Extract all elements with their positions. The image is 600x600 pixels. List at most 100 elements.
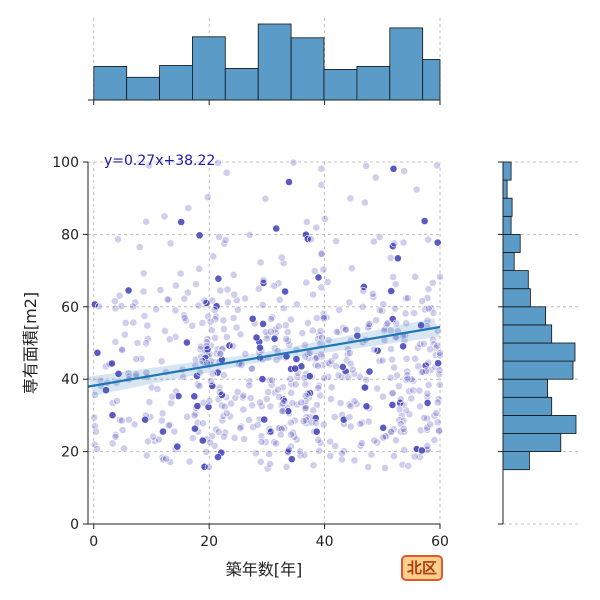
scatter-point (162, 454, 171, 463)
scatter-point (434, 359, 442, 368)
scatter-point (255, 398, 264, 407)
scatter-point (424, 285, 433, 294)
scatter-point (368, 289, 377, 298)
scatter-point (414, 362, 423, 371)
scatter-point (381, 464, 389, 472)
scatter-point (392, 319, 401, 328)
scatter-point (315, 446, 324, 455)
scatter-point (308, 326, 317, 335)
scatter-point (141, 415, 149, 424)
scatter-point (227, 399, 235, 408)
scatter-point (256, 258, 265, 267)
scatter-point (228, 342, 237, 351)
scatter-point (163, 295, 172, 304)
scatter-point (396, 395, 405, 404)
scatter-point (411, 354, 419, 363)
scatter-point (142, 217, 150, 226)
scatter-point (252, 333, 261, 342)
scatter-point (270, 438, 278, 446)
scatter-point (171, 306, 180, 315)
scatter-point (318, 333, 326, 342)
scatter-point (410, 452, 419, 461)
x-tick-label-0: 0 (89, 534, 98, 550)
scatter-point (299, 417, 308, 426)
scatter-point (420, 413, 429, 422)
scatter-point (399, 425, 408, 433)
scatter-point (327, 383, 336, 392)
scatter-point (188, 434, 197, 442)
scatter-point (174, 392, 183, 400)
scatter-point (265, 376, 274, 384)
scatter-point (245, 381, 254, 390)
scatter-point (433, 418, 442, 427)
scatter-point (382, 320, 391, 329)
scatter-point (131, 298, 140, 307)
scatter-point (332, 327, 341, 336)
scatter-point (254, 284, 263, 293)
scatter-point (284, 407, 293, 416)
scatter-point (216, 286, 225, 295)
scatter-point (207, 326, 216, 334)
scatter-point (424, 380, 433, 389)
scatter-point (200, 296, 209, 305)
scatter-point (261, 194, 270, 203)
scatter-point (360, 198, 369, 207)
scatter-point (129, 302, 137, 311)
right-hist-bar-2 (502, 414, 577, 434)
scatter-point (304, 319, 312, 327)
scatter-point (386, 373, 395, 382)
scatter-point (339, 415, 348, 424)
scatter-point (281, 287, 289, 296)
scatter-point (307, 418, 316, 427)
scatter-point (389, 273, 397, 281)
scatter-point (258, 375, 267, 383)
scatter-point (403, 374, 412, 383)
scatter-point (210, 306, 219, 314)
scatter-point (365, 367, 374, 376)
scatter-point (316, 391, 325, 400)
scatter-point (435, 348, 444, 357)
scatter-point (379, 392, 387, 401)
scatter-point (275, 295, 284, 304)
scatter-point (310, 267, 319, 275)
scatter-point (132, 355, 140, 363)
scatter-point (240, 435, 248, 443)
scatter-point (202, 299, 211, 307)
scatter-point (263, 464, 272, 473)
scatter-point (223, 285, 232, 294)
scatter-point (249, 423, 258, 431)
scatter-point (214, 453, 222, 461)
scatter-point (183, 412, 191, 421)
scatter-point (267, 380, 276, 389)
right-hist-bar-13 (502, 215, 512, 235)
scatter-point (236, 330, 245, 339)
scatter-point (108, 359, 116, 368)
x-tick-label-1: 20 (200, 534, 218, 550)
right-hist-bar-0 (502, 451, 530, 471)
scatter-point (202, 447, 211, 456)
scatter-point (393, 254, 402, 263)
x-tick-label-3: 60 (431, 534, 449, 550)
scatter-point (158, 409, 167, 418)
scatter-point (287, 430, 295, 439)
scatter-point (309, 406, 318, 415)
scatter-point (346, 194, 355, 203)
scatter-point (387, 345, 395, 353)
scatter-point (337, 455, 346, 464)
scatter-point (419, 339, 428, 348)
scatter-point (140, 312, 149, 320)
scatter-point (423, 398, 432, 407)
scatter-point (302, 413, 311, 421)
scatter-point (313, 361, 322, 370)
scatter-point (90, 413, 99, 422)
scatter-point (170, 427, 179, 436)
scatter-point (198, 356, 207, 365)
scatter-point (272, 224, 281, 233)
scatter-point (259, 276, 268, 284)
scatter-point (407, 394, 416, 403)
scatter-point (323, 277, 332, 286)
scatter-point (130, 420, 139, 429)
scatter-point (387, 287, 396, 295)
scatter-point (317, 180, 326, 189)
scatter-point (324, 372, 333, 381)
